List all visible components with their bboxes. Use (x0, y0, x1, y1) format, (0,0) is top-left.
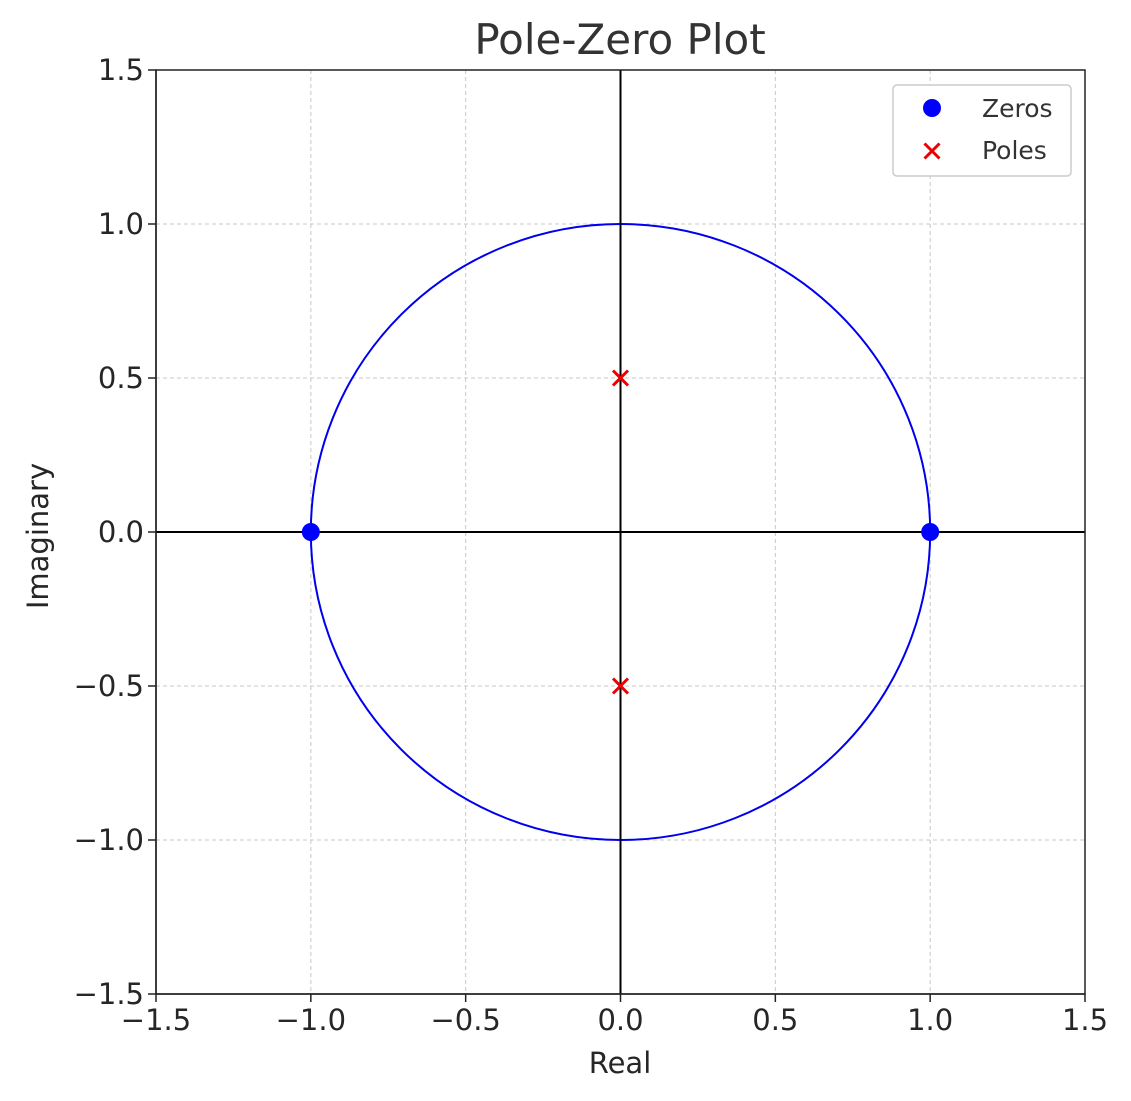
poles-point-1 (611, 677, 630, 695)
x-tick-label-6: 1.5 (1062, 1003, 1108, 1037)
y-tick-label-1: −1.0 (74, 823, 144, 857)
y-tick-label-4: 0.5 (98, 361, 144, 395)
x-tick-label-3: 0.0 (597, 1003, 643, 1037)
chart-title: Pole-Zero Plot (474, 15, 765, 64)
zeros-point-0 (301, 523, 320, 541)
y-tick-label-3: 0.0 (98, 515, 144, 549)
x-axis-label: Real (589, 1046, 652, 1080)
legend-label-zeros: Zeros (982, 94, 1053, 123)
zeros-point-1 (921, 523, 940, 541)
x-tick-label-5: 1.0 (907, 1003, 953, 1037)
x-tick-label-0: −1.5 (121, 1003, 191, 1037)
y-tick-label-0: −1.5 (74, 977, 144, 1011)
legend-markers (923, 99, 941, 160)
poles-point-0 (611, 369, 630, 387)
data-points (301, 369, 940, 695)
reference-axes (156, 70, 1085, 994)
legend-marker-zeros (923, 99, 941, 117)
x-tick-label-1: −1.0 (276, 1003, 346, 1037)
legend-label-poles: Poles (982, 136, 1047, 165)
y-tick-label-2: −0.5 (74, 669, 144, 703)
y-tick-label-6: 1.5 (98, 53, 144, 87)
y-tick-label-5: 1.0 (98, 207, 144, 241)
tick-marks (148, 69, 1086, 1002)
legend: Zeros Poles (892, 84, 1072, 177)
y-axis-label: Imaginary (21, 463, 55, 609)
y-tick-labels: −1.5 −1.0 −0.5 0.0 0.5 1.0 1.5 (74, 53, 144, 1011)
x-tick-labels: −1.5 −1.0 −0.5 0.0 0.5 1.0 1.5 (121, 1003, 1108, 1037)
x-tick-label-4: 0.5 (752, 1003, 798, 1037)
legend-marker-poles (923, 142, 941, 160)
x-tick-label-2: −0.5 (430, 1003, 500, 1037)
